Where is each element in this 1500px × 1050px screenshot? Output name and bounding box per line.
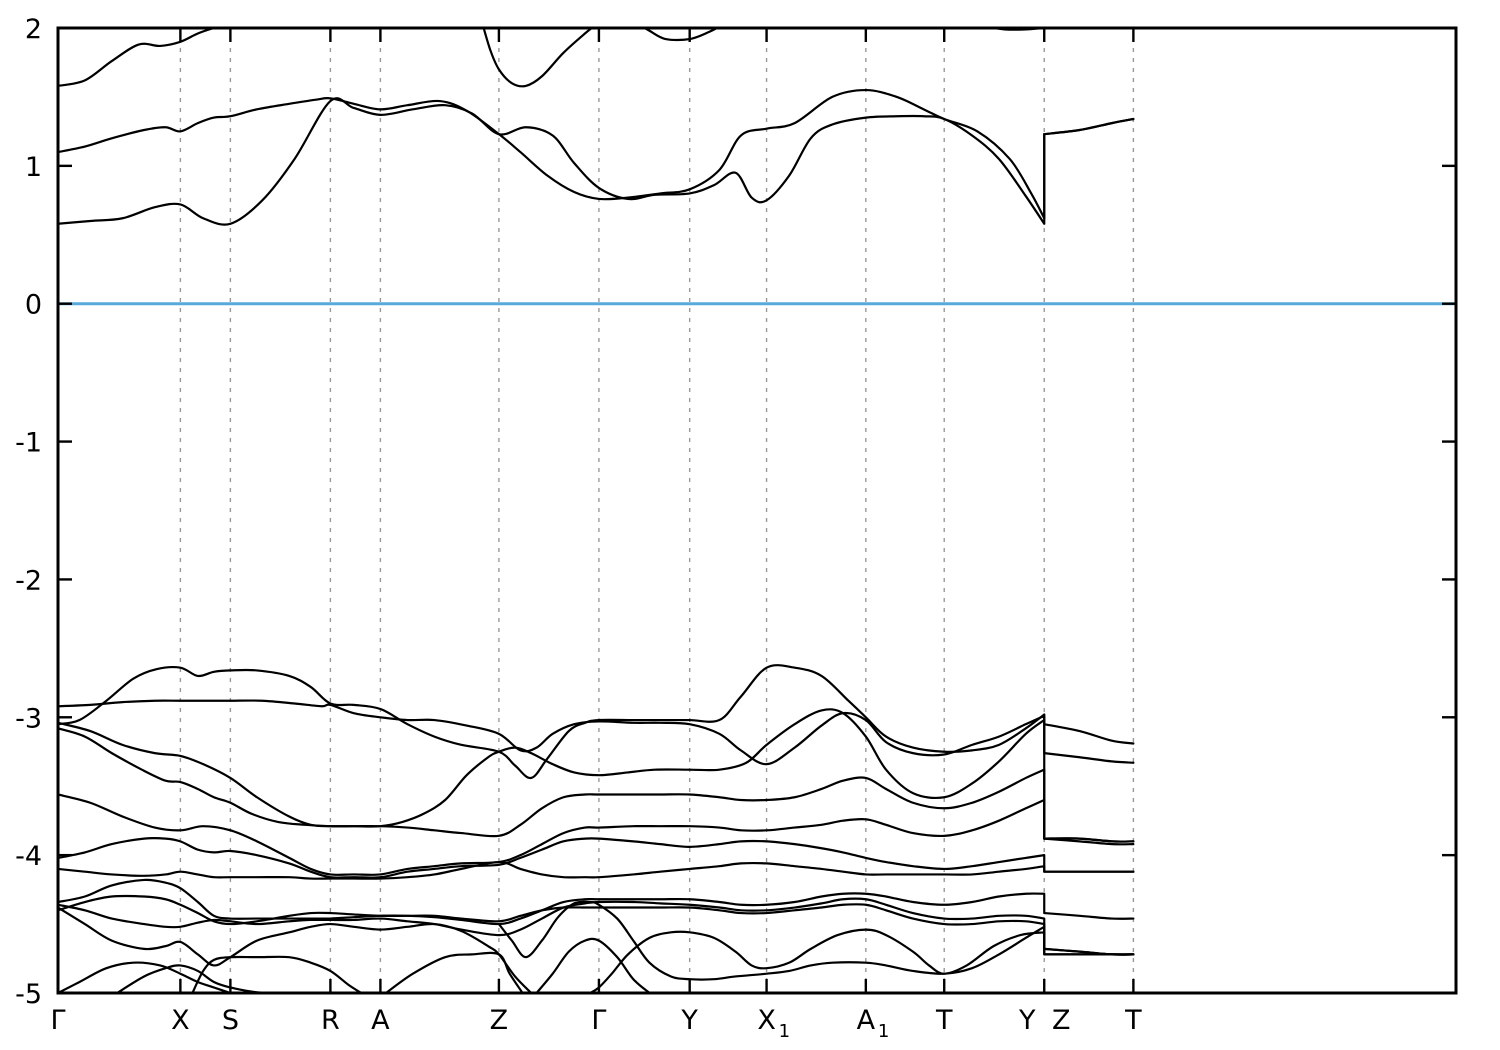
x-tick-label: Γ xyxy=(50,1005,65,1036)
y-tick-label: -3 xyxy=(15,703,42,734)
x-axis-ticks xyxy=(56,28,1135,993)
x-tick-label-group: X xyxy=(171,1005,190,1036)
x-tick-label: S xyxy=(222,1005,239,1036)
x-tick-label-subscript: 1 xyxy=(878,1021,889,1042)
conduction-band-curve xyxy=(642,28,720,42)
x-tick-label: T xyxy=(935,1005,953,1036)
y-tick-label: -2 xyxy=(15,565,42,596)
x-tick-label-group: Γ xyxy=(50,1005,65,1036)
x-tick-label: A xyxy=(371,1005,390,1036)
y-tick-label: -4 xyxy=(15,841,42,872)
x-tick-label: T xyxy=(1124,1005,1142,1036)
x-tick-label-group: Y xyxy=(680,1005,698,1036)
valence-band-curve xyxy=(58,894,1135,956)
plot-frame xyxy=(56,26,1458,995)
conduction-band-curve xyxy=(482,28,594,88)
x-tick-label: R xyxy=(321,1005,340,1036)
valence-band-curve xyxy=(58,961,232,993)
valence-band-curve xyxy=(58,906,533,993)
y-tick-label: -1 xyxy=(15,428,42,459)
x-tick-label: A xyxy=(857,1005,876,1036)
x-tick-label-group: Z xyxy=(490,1005,509,1036)
valence-band-curve xyxy=(58,860,1135,880)
conduction-band-curve xyxy=(58,28,219,87)
y-tick-label: 2 xyxy=(25,14,42,45)
x-tick-label: X xyxy=(757,1005,776,1036)
x-tick-label-group: Z xyxy=(1052,1005,1071,1036)
x-tick-label-group: Y xyxy=(1018,1005,1036,1036)
x-tick-label: Y xyxy=(1018,1005,1036,1036)
x-tick-label-group: Γ xyxy=(591,1005,606,1036)
x-tick-label: Γ xyxy=(591,1005,606,1036)
y-axis-ticks xyxy=(58,26,1456,995)
x-tick-label: Z xyxy=(490,1005,509,1036)
x-tick-label: Y xyxy=(680,1005,698,1036)
y-axis-tick-labels: 2 1 0 -1 -2 -3 -4 -5 xyxy=(15,14,42,1010)
x-tick-label-subscript: 1 xyxy=(779,1021,790,1042)
valence-band-curve xyxy=(384,951,524,993)
valence-band-curve xyxy=(116,964,269,993)
y-tick-label: 0 xyxy=(25,290,42,321)
y-tick-label: -5 xyxy=(15,979,42,1010)
valence-band-curve xyxy=(58,721,1135,843)
x-tick-label-group: T xyxy=(935,1005,953,1036)
x-tick-label-group: R xyxy=(321,1005,340,1036)
x-tick-label-group: S xyxy=(222,1005,239,1036)
valence-band-curve xyxy=(191,955,363,993)
x-tick-label-group: A xyxy=(371,1005,390,1036)
y-tick-label: 1 xyxy=(25,152,42,183)
conduction-band-curve xyxy=(58,88,1135,220)
band-curves xyxy=(58,28,1135,993)
x-tick-label-group: T xyxy=(1124,1005,1142,1036)
x-tick-label: X xyxy=(171,1005,190,1036)
valence-band-curve xyxy=(535,937,651,993)
x-tick-label: Z xyxy=(1052,1005,1071,1036)
